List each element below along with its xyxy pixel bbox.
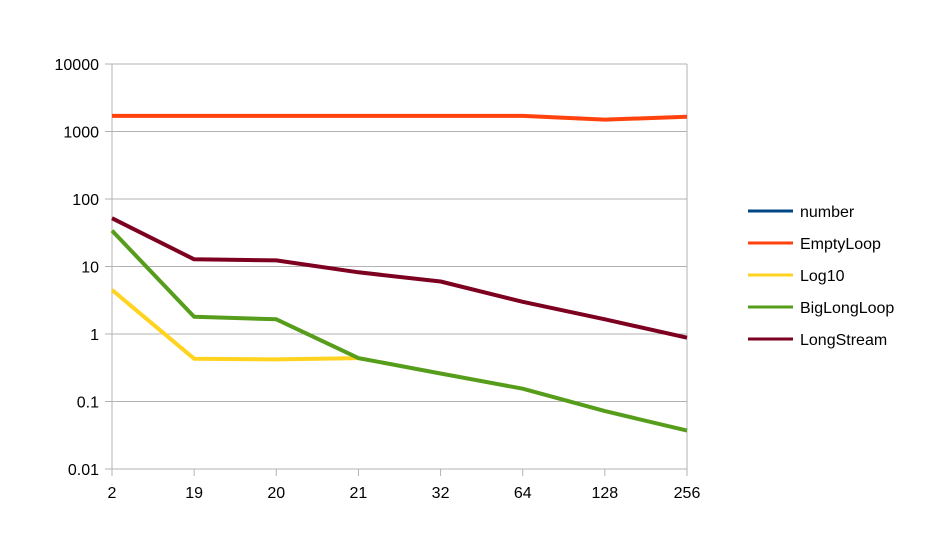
y-tick-label: 0.01 bbox=[68, 462, 99, 479]
x-tick-label: 64 bbox=[514, 485, 532, 502]
legend-label-biglongloop: BigLongLoop bbox=[800, 300, 894, 317]
legend-label-longstream: LongStream bbox=[800, 332, 887, 349]
legend: number EmptyLoop Log10 BigLongLoop LongStrea… bbox=[748, 204, 894, 349]
x-tick-label: 21 bbox=[350, 485, 368, 502]
x-tick-label: 128 bbox=[592, 485, 619, 502]
series-lines bbox=[110, 113, 688, 433]
x-tick-label: 20 bbox=[267, 485, 285, 502]
y-tick-label: 100 bbox=[72, 192, 99, 209]
series-line-emptyloop bbox=[112, 113, 688, 122]
y-tick-label: 1 bbox=[90, 327, 99, 344]
y-axis-tick-labels: 10000 1000 100 10 1 0.1 0.01 bbox=[55, 57, 100, 479]
x-tick-label: 32 bbox=[432, 485, 450, 502]
x-tick-label: 2 bbox=[108, 485, 117, 502]
y-tick-label: 1000 bbox=[63, 125, 99, 142]
legend-label-number: number bbox=[800, 204, 855, 221]
x-tick-label: 19 bbox=[185, 485, 203, 502]
series-line-biglongloop bbox=[110, 229, 688, 433]
legend-label-emptyloop: EmptyLoop bbox=[800, 236, 881, 253]
axes bbox=[105, 63, 688, 476]
y-tick-label: 10 bbox=[81, 260, 99, 277]
x-axis-tick-labels: 2 19 20 21 32 64 128 256 bbox=[108, 485, 701, 502]
series-line-longstream bbox=[111, 216, 688, 340]
x-tick-label: 256 bbox=[674, 485, 701, 502]
legend-label-log10: Log10 bbox=[800, 268, 845, 285]
series-line-log10 bbox=[110, 288, 359, 362]
y-tick-label: 0.1 bbox=[77, 395, 99, 412]
y-tick-label: 10000 bbox=[55, 57, 100, 74]
